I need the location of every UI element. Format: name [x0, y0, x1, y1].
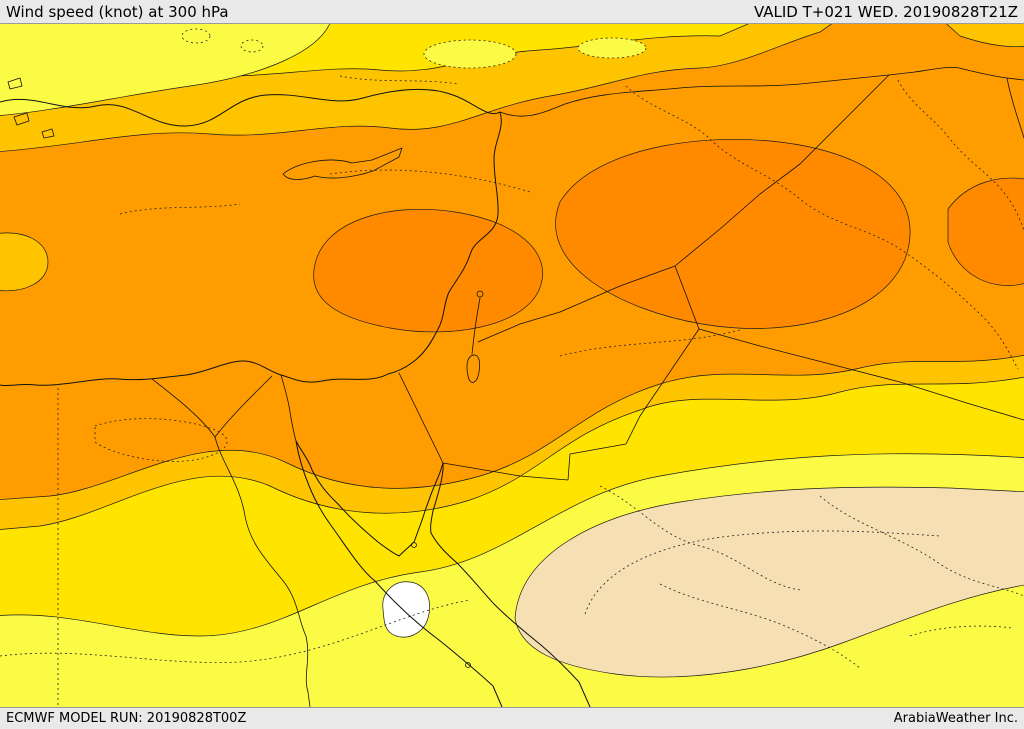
- iraq-saudi-border: [698, 328, 1024, 421]
- white-minimum-blob: [382, 581, 430, 638]
- dead-sea: [466, 354, 480, 383]
- sinai-west-coast: [295, 440, 400, 557]
- coastlines-borders: [0, 66, 1024, 707]
- dashed-contour-blob: [423, 39, 517, 69]
- intermediate-contour-4: [0, 599, 471, 663]
- intermediate-contour-7: [339, 75, 459, 85]
- intermediate-contour-2: [559, 329, 741, 357]
- nile-delta-branches: [151, 375, 273, 438]
- aegean-islands: [7, 77, 55, 139]
- dark-orange-core-right-edge: [947, 177, 1024, 286]
- dashed-contour-blob: [577, 37, 647, 59]
- red-sea-island: [465, 662, 471, 668]
- model-run-label: ECMWF MODEL RUN: 20190828T00Z: [6, 711, 247, 726]
- tiran-island: [411, 542, 417, 548]
- credit-label: ArabiaWeather Inc.: [893, 711, 1018, 726]
- jordan-syria-border: [477, 265, 700, 343]
- turkish-lake-1: [181, 28, 211, 44]
- saudi-admin-line-2: [819, 495, 1024, 597]
- turkey-syria-iraq-border: [499, 66, 1024, 117]
- iraq-iran-border-fragment: [1006, 77, 1024, 139]
- qattara-depression: [94, 418, 228, 462]
- dark-orange-core-west: [313, 209, 543, 333]
- intermediate-contour-6: [909, 625, 1013, 637]
- dark-orange-core-east: [555, 139, 911, 329]
- turkish-lake-2: [240, 39, 264, 53]
- tigris-river: [897, 79, 1024, 231]
- intermediate-contour-1: [329, 169, 531, 193]
- cream-low-wind-region: [514, 486, 1024, 678]
- valid-time-label: VALID T+021 WED. 20190828T21Z: [753, 2, 1018, 21]
- mediterranean-coastline: [0, 88, 502, 387]
- bright-yellow-topleft: [0, 24, 330, 116]
- cyprus-island: [282, 147, 403, 180]
- intermediate-contour-5: [584, 530, 941, 615]
- red-sea-east-coast: [430, 462, 591, 707]
- jordan-saudi-border: [442, 328, 700, 481]
- header-bar: Wind speed (knot) at 300 hPa VALID T+021…: [0, 0, 1024, 24]
- saudi-admin-line-3: [659, 583, 861, 669]
- suez-canal: [280, 374, 297, 442]
- map-title: Wind speed (knot) at 300 hPa: [6, 2, 229, 21]
- filled-contours: [0, 24, 1024, 707]
- dashed-lines: [0, 28, 1024, 707]
- saudi-admin-line-1: [599, 485, 801, 591]
- intermediate-contour-3: [119, 203, 241, 215]
- euphrates-river: [625, 85, 1019, 370]
- gulf-of-aqaba-west-coast: [398, 462, 444, 557]
- footer-bar: ECMWF MODEL RUN: 20190828T00Z ArabiaWeat…: [0, 707, 1024, 729]
- nile-river: [214, 436, 311, 707]
- wind-speed-map: [0, 24, 1024, 707]
- gulf-of-suez-red-sea-west-coast: [295, 440, 503, 707]
- syria-iraq-border: [674, 74, 890, 267]
- sea-of-galilee: [476, 290, 484, 298]
- gold-lens-west: [0, 232, 49, 292]
- egypt-israel-border: [398, 372, 444, 464]
- jordan-river: [471, 297, 481, 355]
- map-area: [0, 24, 1024, 707]
